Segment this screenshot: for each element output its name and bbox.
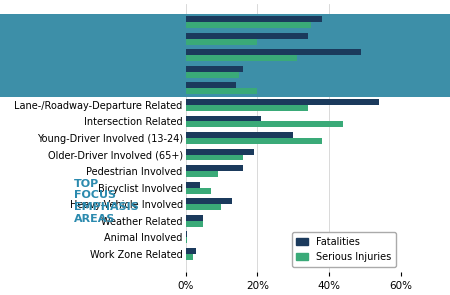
Bar	[185, 22, 311, 28]
Bar	[185, 248, 196, 254]
Text: TOP
FOCUS
EMPHASIS
AREAS: TOP FOCUS EMPHASIS AREAS	[73, 179, 138, 224]
Bar	[185, 182, 200, 188]
Bar	[185, 122, 343, 127]
Bar	[185, 231, 187, 237]
Bar	[185, 138, 322, 144]
Bar	[185, 105, 307, 111]
Bar	[185, 171, 218, 177]
Bar	[185, 149, 254, 155]
Bar	[185, 39, 257, 45]
Bar	[185, 33, 307, 39]
Bar	[185, 198, 232, 204]
Bar	[185, 215, 203, 221]
Bar	[185, 116, 261, 122]
Bar	[185, 221, 203, 227]
Bar	[185, 16, 322, 22]
Bar	[185, 99, 379, 105]
Bar	[185, 66, 243, 72]
Bar	[185, 165, 243, 171]
Bar	[185, 204, 221, 210]
Bar	[185, 88, 257, 94]
Bar	[0, 14, 450, 97]
Bar	[185, 72, 239, 78]
Bar	[185, 132, 293, 138]
Bar	[185, 49, 361, 55]
Bar	[185, 188, 211, 194]
Legend: Fatalities, Serious Injuries: Fatalities, Serious Injuries	[292, 232, 396, 267]
Bar	[185, 254, 193, 260]
Bar	[185, 82, 236, 88]
Bar	[185, 55, 297, 61]
Bar	[185, 237, 187, 243]
Bar	[185, 155, 243, 160]
